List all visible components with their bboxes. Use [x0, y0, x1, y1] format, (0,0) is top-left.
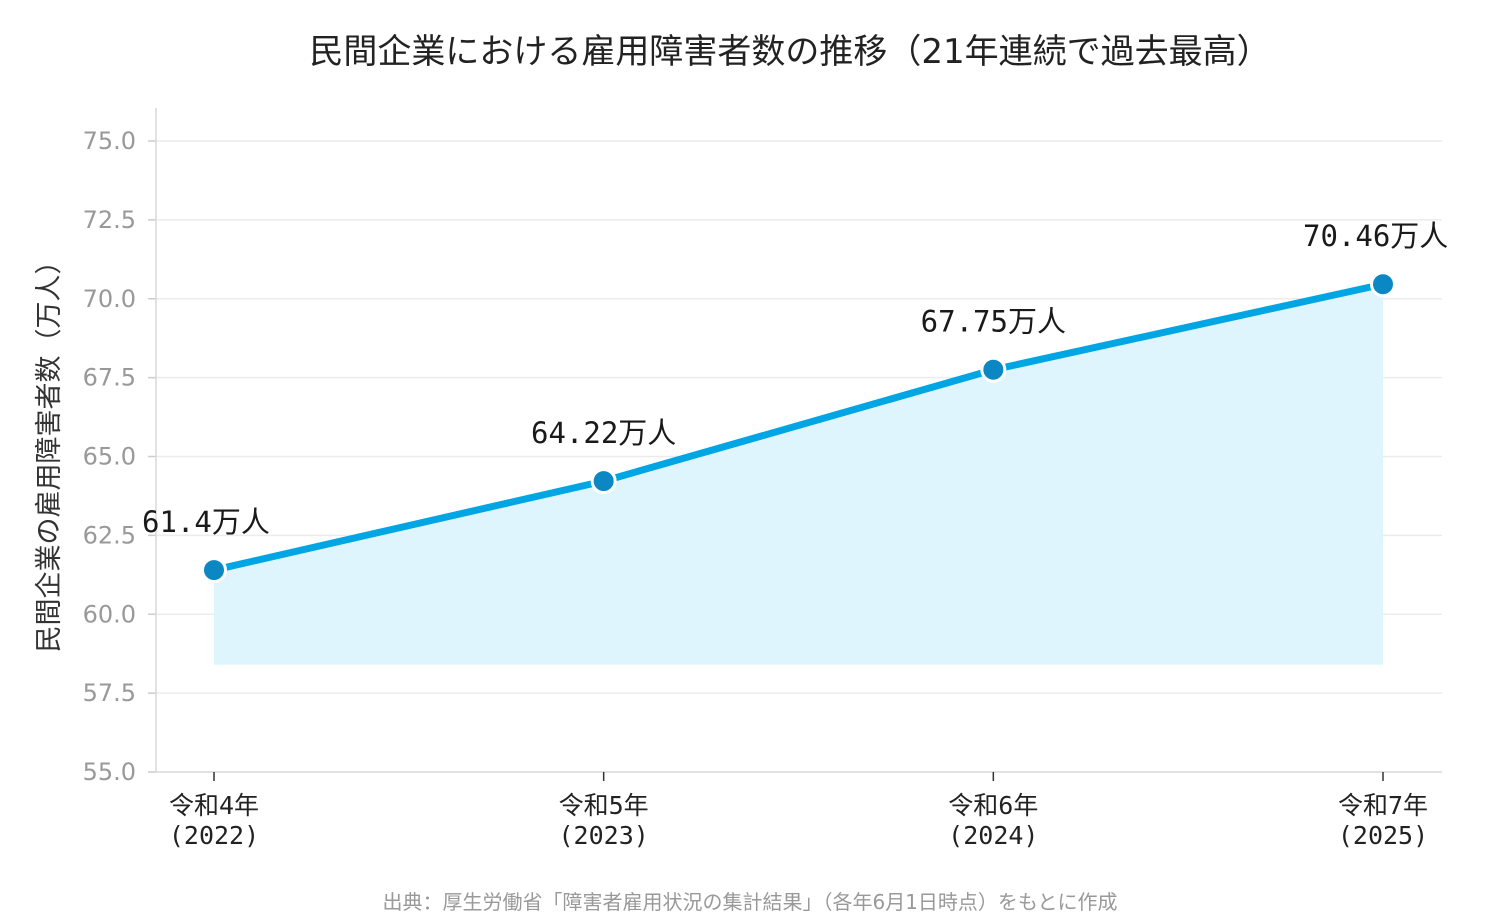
data-point-marker: [201, 557, 227, 584]
data-label: 64.22万人: [531, 416, 676, 450]
data-point-marker: [980, 356, 1007, 383]
x-tick-label: 令和7年: [1338, 791, 1428, 820]
area-fill: [214, 284, 1383, 665]
chart-title: 民間企業における雇用障害者数の推移（21年連続で過去最高）: [309, 32, 1270, 72]
x-tick-label: 令和4年: [169, 791, 259, 820]
y-tick-label: 75.0: [83, 127, 136, 155]
area-layer: [214, 284, 1383, 665]
label-layer: 61.4万人 64.22万人 67.75万人 70.46万人: [142, 219, 1448, 539]
data-point-marker: [1370, 271, 1396, 298]
x-tick-label: 令和5年: [559, 791, 649, 820]
y-tick-label: 62.5: [83, 521, 136, 549]
y-tick-label: 65.0: [83, 443, 136, 471]
series-line: [210, 280, 1387, 574]
y-tick-label: 55.0: [83, 758, 136, 786]
data-label: 61.4万人: [142, 505, 270, 539]
y-tick-label: 57.5: [83, 679, 136, 707]
x-tick-sublabel: (2024): [948, 821, 1038, 850]
line-layer: [210, 280, 1387, 574]
x-tick-label: 令和6年: [948, 791, 1038, 820]
x-tick-sublabel: (2022): [169, 821, 259, 850]
source-note: 出典：厚生労働省「障害者雇用状況の集計結果」（各年6月1日時点）をもとに作成: [382, 890, 1117, 914]
y-tick-label: 70.0: [83, 285, 136, 313]
data-label: 67.75万人: [921, 305, 1066, 339]
data-label: 70.46万人: [1303, 219, 1448, 253]
y-tick-label: 67.5: [83, 364, 136, 392]
y-axis-title: 民間企業の雇用障害者数（万人）: [34, 248, 65, 653]
x-tick-sublabel: (2023): [559, 821, 649, 850]
data-point-marker: [590, 468, 617, 495]
y-tick-label: 60.0: [83, 600, 136, 628]
x-tick-sublabel: (2025): [1338, 821, 1428, 850]
y-tick-label: 72.5: [83, 206, 136, 234]
marker-layer: [201, 271, 1396, 584]
axis-layer: 55.0 57.5 60.0 62.5 65.0 67.5 70.0 72.5 75.0 令和4年…: [83, 108, 1442, 850]
